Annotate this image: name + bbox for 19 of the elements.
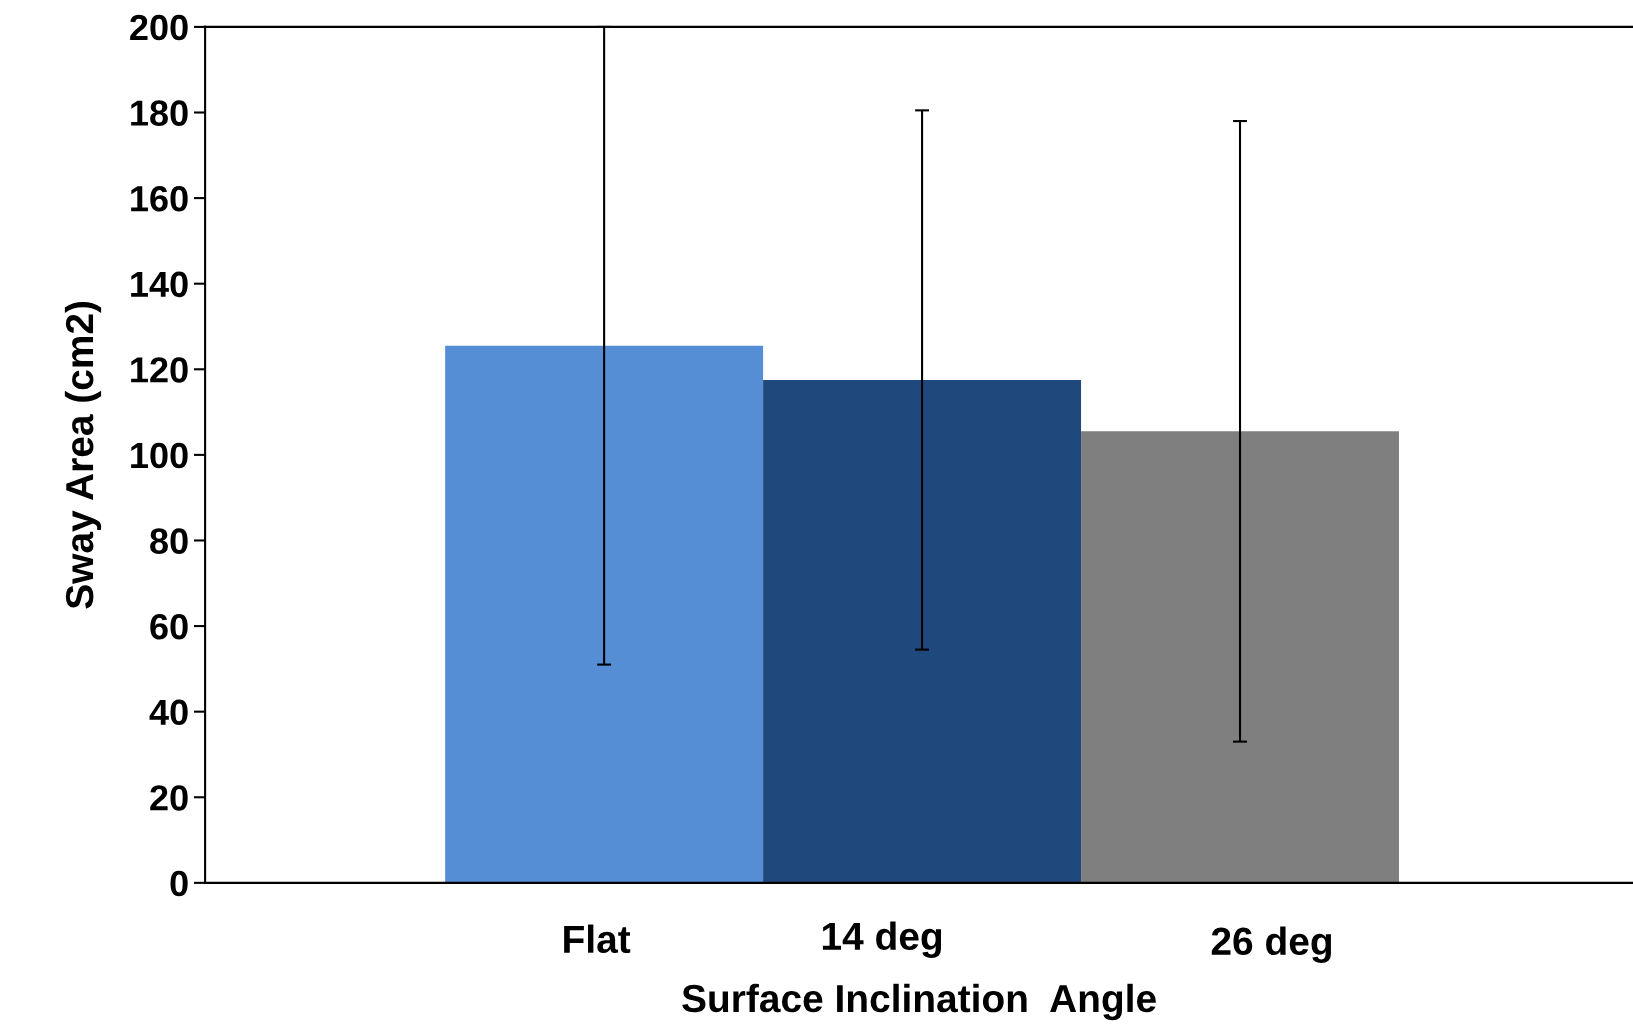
x-tick-label: 14 deg <box>822 921 942 958</box>
bar <box>763 379 1082 883</box>
y-tick-label: 60 <box>150 613 188 640</box>
x-tick-label: 26 deg <box>1211 926 1332 963</box>
y-tick-label: 40 <box>149 699 188 726</box>
y-tick-label: 100 <box>131 442 188 469</box>
x-tick-label: Flat <box>564 924 631 954</box>
y-axis-title: Sway Area (cm2) <box>64 301 102 609</box>
y-tick-label: 120 <box>131 357 188 383</box>
y-tick-label: 80 <box>150 528 188 554</box>
y-tick-label: 160 <box>131 185 188 212</box>
y-tick-label: 0 <box>170 870 188 897</box>
x-axis-title: Surface Inclination Angle <box>682 983 1156 1021</box>
y-tick-label: 200 <box>130 14 188 41</box>
y-tick-label: 140 <box>131 271 188 298</box>
y-tick-label: 180 <box>131 100 188 126</box>
bar <box>1081 431 1399 883</box>
y-tick-label: 20 <box>150 785 188 811</box>
bar <box>445 345 764 883</box>
